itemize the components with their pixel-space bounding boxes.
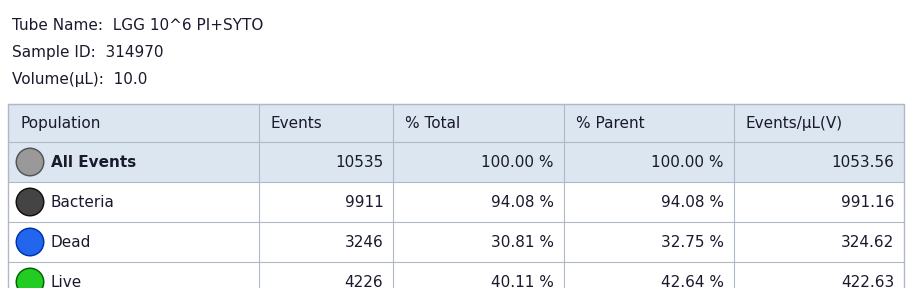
Text: Sample ID:  314970: Sample ID: 314970 <box>12 45 163 60</box>
Ellipse shape <box>15 187 45 217</box>
Text: 94.08 %: 94.08 % <box>660 194 723 209</box>
Bar <box>8 142 903 182</box>
Text: 32.75 %: 32.75 % <box>660 234 723 249</box>
Bar <box>8 104 903 142</box>
Text: 10535: 10535 <box>334 154 383 170</box>
Text: 42.64 %: 42.64 % <box>660 274 723 288</box>
Text: 991.16: 991.16 <box>840 194 893 209</box>
Text: Live: Live <box>51 274 82 288</box>
Text: 40.11 %: 40.11 % <box>490 274 553 288</box>
Text: Events: Events <box>271 115 322 130</box>
Text: 1053.56: 1053.56 <box>830 154 893 170</box>
Text: Tube Name:  LGG 10^6 PI+SYTO: Tube Name: LGG 10^6 PI+SYTO <box>12 18 263 33</box>
Text: 4226: 4226 <box>344 274 383 288</box>
Text: 100.00 %: 100.00 % <box>650 154 723 170</box>
Text: 422.63: 422.63 <box>840 274 893 288</box>
Text: Dead: Dead <box>51 234 91 249</box>
Ellipse shape <box>15 268 45 288</box>
Text: Bacteria: Bacteria <box>51 194 115 209</box>
Text: % Total: % Total <box>404 115 460 130</box>
Text: All Events: All Events <box>51 154 136 170</box>
Ellipse shape <box>15 147 45 177</box>
Bar <box>8 262 903 288</box>
Text: 30.81 %: 30.81 % <box>490 234 553 249</box>
Ellipse shape <box>17 149 43 175</box>
Text: % Parent: % Parent <box>575 115 643 130</box>
Text: Population: Population <box>20 115 100 130</box>
Text: 100.00 %: 100.00 % <box>480 154 553 170</box>
Text: 9911: 9911 <box>344 194 383 209</box>
Ellipse shape <box>17 229 43 255</box>
Text: 324.62: 324.62 <box>840 234 893 249</box>
Text: Volume(μL):  10.0: Volume(μL): 10.0 <box>12 72 148 87</box>
Text: Events/μL(V): Events/μL(V) <box>745 115 842 130</box>
Bar <box>8 182 903 222</box>
Ellipse shape <box>17 189 43 215</box>
Bar <box>8 222 903 262</box>
Text: 3246: 3246 <box>344 234 383 249</box>
Text: 94.08 %: 94.08 % <box>490 194 553 209</box>
Ellipse shape <box>17 269 43 288</box>
Ellipse shape <box>15 228 45 257</box>
Bar <box>8 104 903 288</box>
